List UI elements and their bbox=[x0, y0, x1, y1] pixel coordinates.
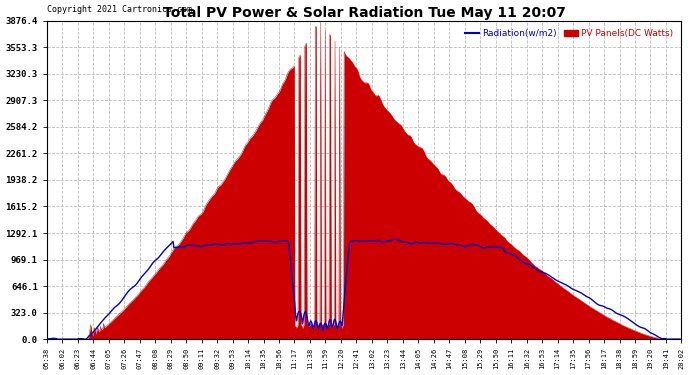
Title: Total PV Power & Solar Radiation Tue May 11 20:07: Total PV Power & Solar Radiation Tue May… bbox=[163, 6, 566, 20]
Legend: Radiation(w/m2), PV Panels(DC Watts): Radiation(w/m2), PV Panels(DC Watts) bbox=[462, 25, 677, 42]
Text: Copyright 2021 Cartronics.com: Copyright 2021 Cartronics.com bbox=[47, 5, 192, 14]
